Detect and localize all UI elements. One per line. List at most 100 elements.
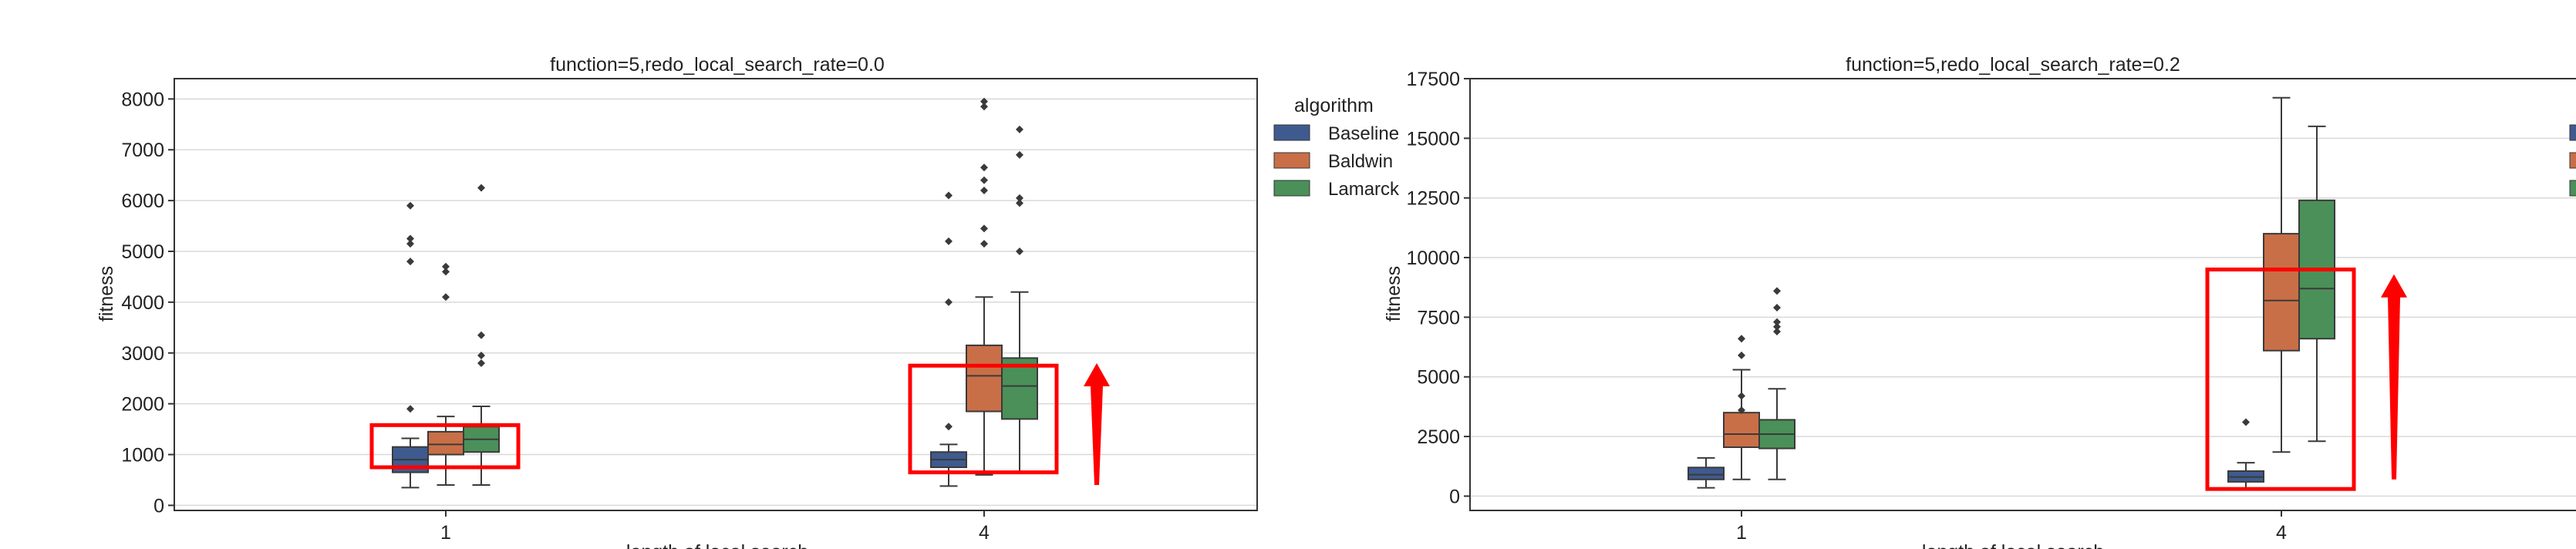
y-tick-label-left-2: 2000 [121,394,164,416]
y-axis-label-left: fitness [96,266,117,322]
legend-swatch-lamarck [1273,180,1310,197]
legend-label-baseline: Baseline [1328,123,1399,144]
grid-lines-left [174,98,1257,507]
legend-swatch-baldwin-right [2569,152,2576,169]
outlier-point-0 [477,359,485,367]
outlier-point-0 [1016,248,1023,255]
chart-left: function=5,redo_local_search_rate=0.0 fi… [96,54,1258,549]
y-tick-label-left-1: 1000 [121,445,164,466]
box-right-lamarck-cat4 [2298,125,2335,443]
outlier-point-0 [406,405,414,413]
highlight-box-right-0 [2205,268,2356,491]
legend: algorithm Baseline Baldwin Lamarck [1273,95,1400,200]
outlier-point-3 [1738,335,1745,343]
legend-swatch-lamarck-right [2569,180,2576,197]
y-tick-label-right-1: 2500 [1417,426,1460,448]
outlier-point-1 [1773,322,1781,331]
outlier-point-2 [1773,318,1781,326]
highlight-arrow-left-2 [1084,362,1110,486]
x-tick-label-right-1: 4 [2276,522,2287,544]
chart-right: function=5,redo_local_search_rate=0.2 fi… [1383,54,2576,549]
legend-swatch-baseline-right [2569,124,2576,141]
annotations-right [2205,268,2407,491]
y-tick-label-right-6: 15000 [1406,128,1460,150]
outlier-point-2 [980,186,988,194]
outlier-point-3 [980,176,988,184]
outlier-point-1 [442,268,450,276]
y-tick-label-left-0: 0 [153,495,164,517]
outlier-point-4 [980,163,988,172]
box-left-baldwin-cat1 [427,262,464,487]
annotations-left [369,362,1110,486]
plot-frame-left [174,78,1258,511]
outlier-point-5 [980,103,988,111]
outlier-point-0 [442,293,450,301]
outlier-point-1 [477,352,485,360]
highlight-arrow-right-1 [2381,274,2407,480]
plot-frame-right [1469,78,2576,511]
box-left-baseline-cat1 [392,201,429,489]
legend-label-lamarck: Lamarck [1328,179,1400,200]
box-right-baseline-cat1 [1688,456,1725,489]
plot-area-left [392,97,1038,489]
box-body [1001,357,1038,420]
y-tick-label-left-7: 7000 [121,140,164,161]
box-right-baseline-cat4 [2227,418,2264,490]
outlier-point-3 [1773,304,1781,312]
legend-right-cropped [2569,124,2576,197]
box-body [2263,233,2300,352]
outlier-point-1 [406,258,414,266]
box-body [1688,466,1725,480]
y-tick-label-left-8: 8000 [121,89,164,110]
box-left-lamarck-cat4 [1001,125,1038,473]
outlier-point-1 [945,298,953,306]
outlier-point-2 [406,240,414,248]
box-right-baldwin-cat1 [1723,335,1760,480]
outlier-point-3 [477,184,485,192]
chart-title-right: function=5,redo_local_search_rate=0.2 [1846,54,2180,76]
box-body [966,344,1003,413]
box-left-baseline-cat4 [930,191,967,487]
outlier-point-2 [477,331,485,339]
box-body [1723,412,1760,449]
outlier-point-0 [1773,327,1781,335]
outlier-point-6 [980,97,988,106]
box-left-lamarck-cat1 [463,184,500,487]
box-right-lamarck-cat1 [1758,287,1795,480]
y-tick-label-right-5: 12500 [1406,188,1460,210]
x-tick-label-left-0: 1 [440,522,451,544]
legend-label-baldwin: Baldwin [1328,151,1393,172]
axis-ticks-right: 0 2500 5000 7500 10000 12500 15000 17500 1 4 [1406,69,2287,544]
y-axis-label-right: fitness [1383,266,1404,322]
x-axis-label-left: length of local search [626,541,808,549]
box-body [427,430,464,456]
x-axis-label-right: length of local search [1922,541,2104,549]
highlight-box-left-1 [908,363,1059,475]
outlier-point-3 [1016,150,1023,159]
outlier-point-0 [2242,418,2250,426]
y-tick-label-right-4: 10000 [1406,248,1460,269]
outlier-point-2 [945,237,953,245]
legend-swatch-baldwin [1273,152,1310,169]
plot-area-right [1688,96,2335,490]
legend-swatch-baseline [1273,124,1310,141]
outlier-point-0 [980,240,988,248]
x-tick-label-left-1: 4 [979,522,990,544]
y-tick-label-right-7: 17500 [1406,69,1460,90]
legend-title: algorithm [1294,95,1374,116]
outlier-point-4 [1773,287,1781,295]
y-tick-label-left-4: 4000 [121,292,164,314]
box-left-baldwin-cat4 [966,97,1003,476]
outlier-point-0 [945,423,953,431]
outlier-point-2 [1738,351,1745,359]
outlier-point-1 [1016,199,1023,207]
y-tick-label-left-3: 3000 [121,343,164,365]
chart-title-left: function=5,redo_local_search_rate=0.0 [550,54,885,76]
outlier-point-3 [945,191,953,200]
outlier-point-4 [406,201,414,210]
highlight-box-left-0 [369,423,521,470]
x-tick-label-right-0: 1 [1736,522,1747,544]
y-tick-label-right-0: 0 [1449,486,1460,507]
axis-ticks-left: 0 1000 2000 3000 4000 5000 6000 7000 8000 1 4 [121,89,990,544]
